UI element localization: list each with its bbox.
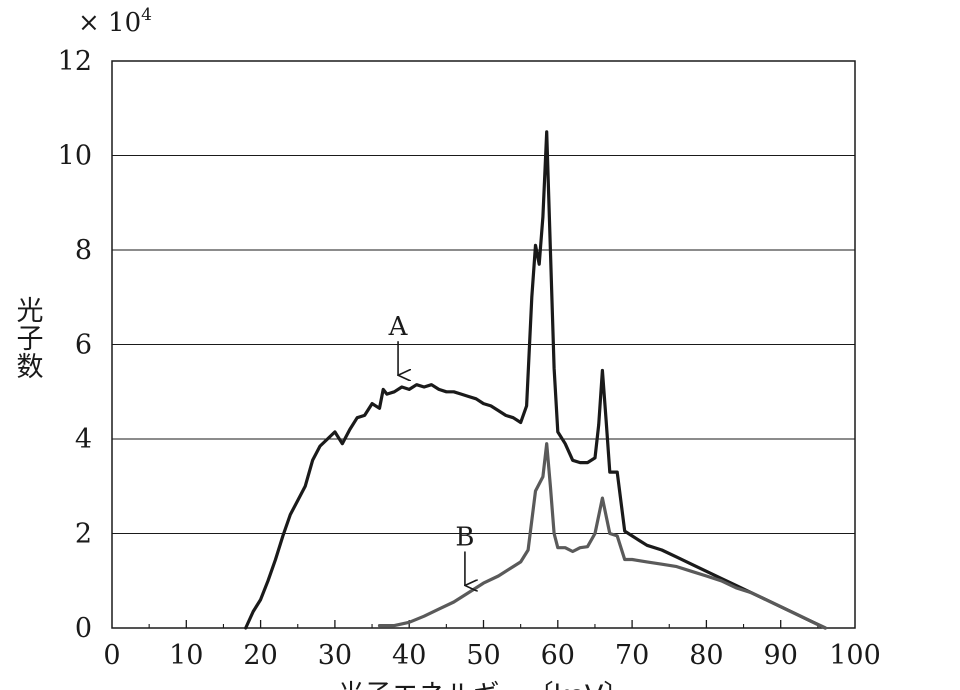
x-tick-label: 10	[169, 640, 203, 671]
annotation-label: B	[455, 522, 474, 552]
series-layer	[244, 130, 827, 630]
series-line-a	[244, 130, 827, 630]
x-tick-label: 20	[243, 640, 277, 671]
gridlines	[112, 154, 855, 535]
x-axis-label: 光子エネルギー〔keV〕	[338, 680, 631, 690]
y-axis-label-char: 子	[17, 324, 44, 355]
x-tick-label: 70	[615, 640, 649, 671]
y-tick-label: 2	[75, 519, 92, 550]
series-line-b	[377, 442, 827, 630]
y-axis-label-char: 数	[17, 352, 44, 383]
y-axis-label: 光子数	[17, 296, 44, 383]
x-ticks: 0 10 20 30 40 50 60 70 80 90 100	[103, 620, 881, 671]
x-tick-label: 30	[318, 640, 352, 671]
y-tick-label: 12	[58, 46, 92, 77]
y-tick-label: 4	[75, 424, 92, 455]
y-multiplier-exponent: 4	[141, 5, 152, 25]
x-tick-label: 80	[689, 640, 723, 671]
y-multiplier: × 104	[78, 5, 152, 38]
x-tick-label: 50	[466, 640, 500, 671]
x-tick-label: 60	[541, 640, 575, 671]
y-tick-label: 10	[58, 141, 92, 172]
y-axis-label-char: 光	[17, 296, 44, 327]
y-ticks: 0 2 4 6 8 10 12	[58, 46, 92, 644]
y-tick-label: 8	[75, 235, 92, 266]
y-tick-label: 0	[75, 613, 92, 644]
annotation-label: A	[388, 312, 409, 342]
x-tick-label: 40	[392, 640, 426, 671]
x-tick-label: 100	[829, 640, 881, 671]
annotation-layer: AB	[388, 312, 475, 585]
y-tick-label: 6	[75, 330, 92, 361]
x-tick-label: 0	[103, 640, 120, 671]
x-tick-label: 90	[764, 640, 798, 671]
